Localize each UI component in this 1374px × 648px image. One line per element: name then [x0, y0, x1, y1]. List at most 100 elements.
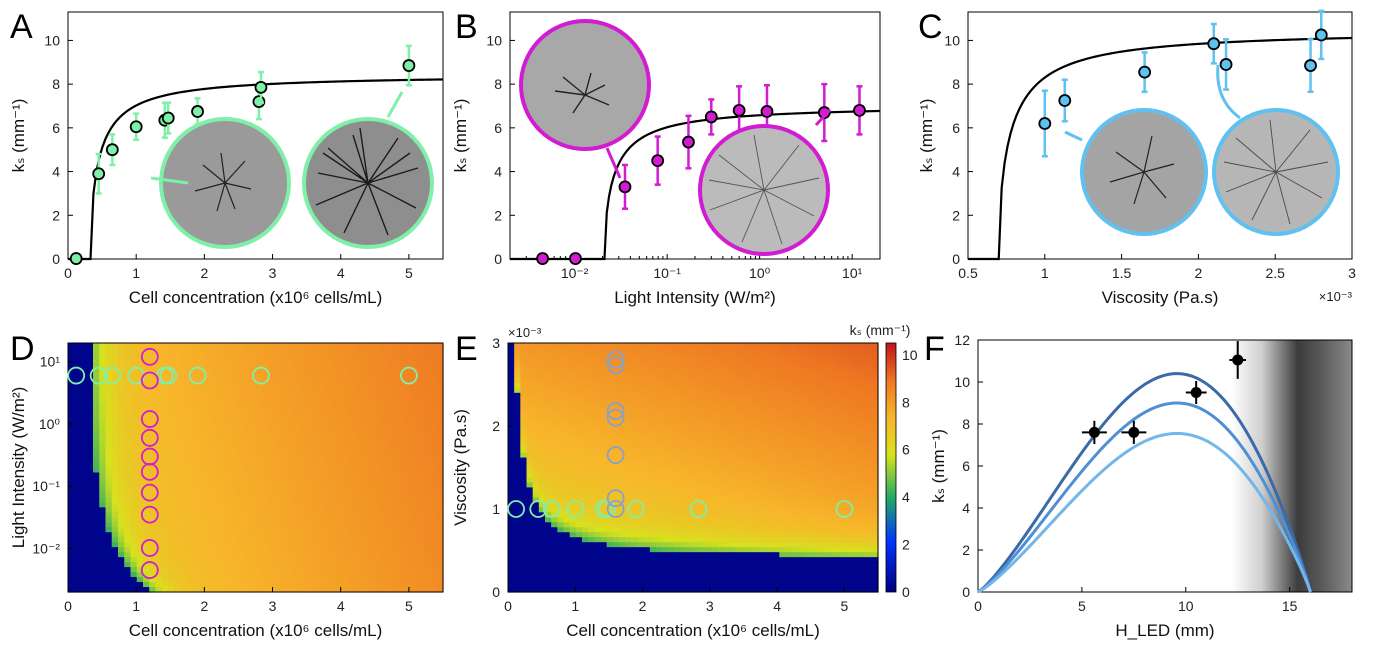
marker-green-d [252, 366, 270, 385]
heatmap-cell-d [136, 532, 144, 538]
heatmap-cell-e [668, 397, 676, 404]
heatmap-cell-e [594, 417, 602, 424]
heatmap-cell-d [80, 542, 88, 548]
heatmap-cell-d [180, 542, 188, 548]
heatmap-cell-e [557, 482, 565, 489]
heatmap-cell-e [520, 432, 528, 439]
heatmap-cell-d [343, 547, 350, 553]
heatmap-cell-d [411, 577, 419, 583]
heatmap-cell-d [99, 567, 107, 573]
heatmap-cell-e [693, 422, 700, 429]
heatmap-cell-d [411, 352, 419, 359]
heatmap-cell-d [111, 452, 119, 459]
heatmap-cell-e [532, 372, 540, 379]
heatmap-cell-d [311, 347, 319, 354]
heatmap-cell-e [514, 562, 521, 568]
heatmap-cell-d [199, 392, 207, 399]
heatmap-cell-d [424, 467, 432, 474]
heatmap-cell-d [405, 527, 413, 533]
y-axis-label-a: kₛ (mm⁻¹) [9, 99, 28, 173]
heatmap-cell-e [588, 462, 595, 469]
heatmap-cell-e [693, 457, 700, 464]
heatmap-cell-d [74, 417, 82, 424]
heatmap-cell-d [368, 447, 375, 454]
heatmap-cell-e [643, 352, 651, 359]
heatmap-cell-d [430, 572, 438, 578]
heatmap-cell-d [180, 512, 188, 518]
heatmap-cell-d [105, 417, 113, 424]
heatmap-cell-d [193, 437, 200, 444]
heatmap-cell-e [606, 537, 614, 543]
heatmap-cell-d [149, 502, 157, 508]
heatmap-cell-e [643, 577, 651, 583]
heatmap-cell-e [649, 477, 657, 484]
heatmap-cell-d [111, 487, 119, 493]
heatmap-cell-d [236, 372, 244, 379]
heatmap-cell-d [68, 437, 75, 444]
heatmap-cell-e [526, 427, 534, 434]
heatmap-cell-d [255, 532, 263, 538]
heatmap-cell-e [520, 487, 528, 493]
heatmap-cell-d [436, 362, 444, 369]
heatmap-cell-e [668, 547, 676, 553]
heatmap-cell-e [600, 487, 608, 493]
heatmap-cell-d [93, 497, 100, 503]
heatmap-cell-e [582, 572, 589, 578]
heatmap-cell-e [545, 522, 552, 528]
marker-green-d [103, 366, 122, 385]
heatmap-cell-e [526, 382, 534, 389]
heatmap-cell-d [424, 557, 432, 563]
heatmap-cell-d [236, 497, 244, 503]
heatmap-cell-d [299, 372, 307, 379]
heatmap-cell-e [514, 557, 521, 563]
heatmap-cell-e [514, 457, 521, 464]
heatmap-cell-d [386, 437, 394, 444]
heatmap-cell-e [705, 367, 713, 374]
heatmap-cell-e [532, 502, 540, 508]
heatmap-cell-d [336, 362, 344, 369]
heatmap-cell-e [699, 357, 706, 364]
data-point-a [129, 120, 143, 134]
heatmap-cell-e [545, 567, 552, 573]
heatmap-cell-e [705, 452, 713, 459]
inset-arrow-c1 [1064, 130, 1083, 142]
heatmap-cell-d [124, 572, 132, 578]
heatmap-cell-d [186, 462, 194, 469]
heatmap-cell-e [520, 343, 528, 349]
heatmap-cell-d [230, 462, 238, 469]
heatmap-cell-d [161, 397, 169, 404]
heatmap-cell-e [693, 512, 700, 518]
heatmap-cell-d [211, 367, 219, 374]
heatmap-cell-d [118, 422, 125, 429]
data-point-b [536, 252, 549, 265]
heatmap-cell-e [686, 362, 694, 369]
heatmap-cell-d [230, 392, 238, 399]
heatmap-cell-d [224, 552, 232, 558]
heatmap-cell-e [538, 437, 546, 444]
heatmap-cell-e [686, 522, 694, 528]
heatmap-cell-d [149, 487, 157, 493]
heatmap-cell-e [612, 377, 620, 384]
heatmap-cell-d [74, 367, 82, 374]
heatmap-cell-d [224, 527, 232, 533]
heatmap-cell-d [149, 587, 157, 593]
heatmap-cell-e [693, 382, 700, 389]
heatmap-cell-e [674, 482, 682, 489]
heatmap-cell-d [205, 352, 213, 359]
heatmap-cell-e [557, 343, 565, 349]
heatmap-cell-e [668, 352, 676, 359]
heatmap-cell-e [699, 432, 706, 439]
heatmap-cell-e [699, 577, 706, 583]
heatmap-cell-d [293, 422, 300, 429]
heatmap-cell-d [261, 392, 269, 399]
heatmap-cell-e [575, 462, 583, 469]
heatmap-cell-e [612, 587, 620, 593]
heatmap-cell-d [249, 452, 257, 459]
heatmap-cell-e [520, 397, 528, 404]
heatmap-cell-d [293, 452, 300, 459]
heatmap-cell-e [649, 527, 657, 533]
heatmap-cell-d [193, 347, 200, 354]
heatmap-cell-d [93, 397, 100, 404]
heatmap-cell-d [280, 357, 288, 364]
heatmap-cell-e [668, 572, 676, 578]
